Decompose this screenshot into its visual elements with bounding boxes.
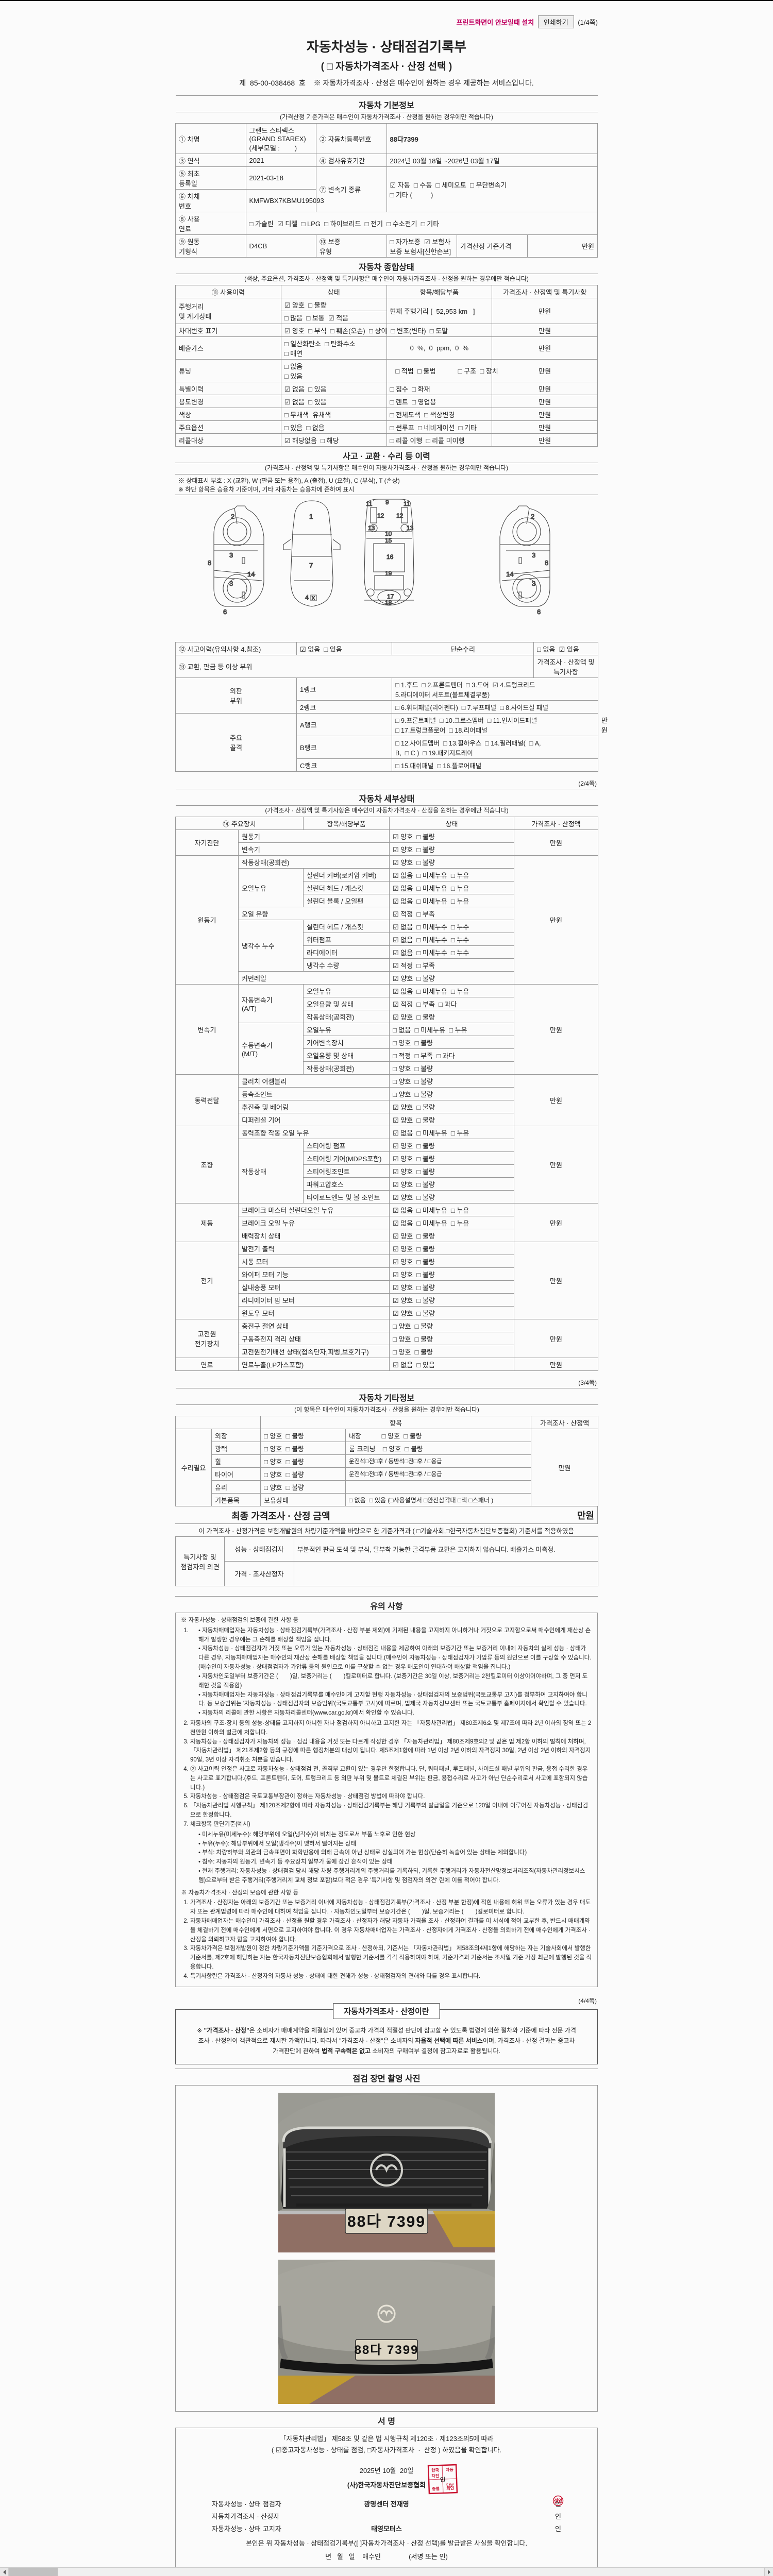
svg-text:6: 6 [223, 608, 227, 616]
svg-text:전인: 전인 [554, 2498, 563, 2503]
svg-text:자동: 자동 [446, 2467, 454, 2472]
svg-text:2: 2 [231, 513, 234, 520]
svg-text:18: 18 [385, 599, 392, 606]
svg-text:6: 6 [537, 608, 541, 616]
svg-text:회인: 회인 [446, 2485, 454, 2491]
svg-text:8: 8 [545, 559, 548, 567]
svg-text:1: 1 [309, 513, 313, 520]
svg-text:증협: 증협 [432, 2486, 440, 2492]
svg-text:7: 7 [309, 562, 313, 569]
svg-text:한국: 한국 [431, 2467, 440, 2473]
svg-text:88다 7399: 88다 7399 [347, 2213, 426, 2230]
svg-text:19: 19 [385, 570, 392, 577]
svg-text:12: 12 [377, 512, 384, 519]
svg-text:3: 3 [229, 551, 233, 559]
svg-text:14: 14 [506, 570, 513, 578]
svg-text:11: 11 [404, 500, 410, 507]
svg-text:4: 4 [305, 594, 309, 601]
svg-text:16: 16 [386, 553, 394, 561]
svg-text:88다 7399: 88다 7399 [355, 2343, 419, 2357]
svg-text:인: 인 [440, 2476, 446, 2483]
svg-text:13: 13 [368, 524, 375, 532]
svg-text:3: 3 [229, 580, 233, 587]
svg-text:15: 15 [385, 537, 392, 544]
svg-text:3: 3 [532, 551, 535, 559]
svg-text:8: 8 [208, 559, 211, 567]
svg-text:14: 14 [247, 570, 255, 578]
svg-text:차진: 차진 [431, 2473, 439, 2479]
svg-text:10: 10 [385, 530, 392, 537]
svg-text:X: X [312, 596, 315, 601]
svg-text:13: 13 [407, 524, 414, 532]
svg-text:2: 2 [531, 513, 534, 520]
svg-text:12: 12 [396, 512, 404, 519]
svg-text:9: 9 [385, 499, 389, 506]
svg-text:11: 11 [366, 500, 373, 507]
svg-text:3: 3 [532, 580, 535, 587]
